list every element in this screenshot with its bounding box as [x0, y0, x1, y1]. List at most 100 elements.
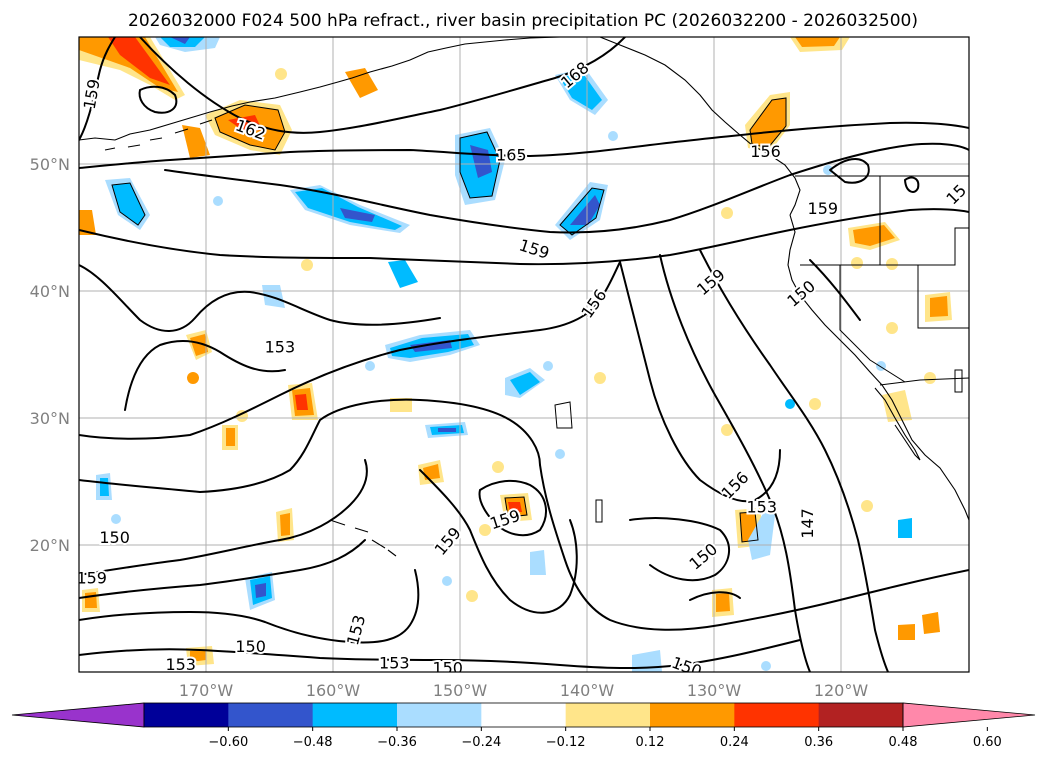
- aleutian-islands: [104, 119, 213, 151]
- figure-title: 2026032000 F024 500 hPa refract., river …: [128, 11, 918, 31]
- gridlines: [79, 37, 969, 672]
- contour-label-group: 159: [806, 197, 841, 220]
- negative-patch: [340, 208, 375, 222]
- lat-tick-label: 20°N: [30, 536, 70, 555]
- lat-tick-label: 50°N: [30, 155, 70, 174]
- contour-label: 150: [235, 637, 266, 656]
- lon-tick-label: 150°W: [433, 681, 488, 700]
- negative-patch: [543, 361, 553, 371]
- colorbar-swatch: [228, 703, 314, 727]
- colorbar-swatch: [565, 703, 651, 727]
- contour-line: [904, 176, 920, 193]
- contour-label: 159: [76, 569, 107, 588]
- colorbar-tick-label: −0.60: [208, 735, 248, 750]
- contour-line: [79, 208, 969, 266]
- positive-patch: [930, 296, 948, 317]
- negative-patch: [560, 72, 602, 110]
- negative-patch: [112, 183, 145, 225]
- patch-outlines: [111, 97, 963, 543]
- negative-patch: [255, 583, 266, 598]
- contour-label: 159: [80, 77, 104, 110]
- contour-line: [79, 459, 368, 576]
- contour-label: 147: [798, 508, 817, 539]
- positive-patch: [716, 593, 730, 612]
- colorbar-swatch: [312, 703, 398, 727]
- colorbar-swatch: [144, 703, 229, 727]
- colorbar-swatch: [734, 703, 820, 727]
- negative-patch: [748, 510, 775, 560]
- map-background: [79, 37, 969, 672]
- contour-label-group: 153: [163, 653, 198, 674]
- state-border: [800, 227, 969, 266]
- positive-patch: [886, 322, 898, 334]
- contour-label-group: 147: [796, 506, 819, 541]
- contour-label: 150: [99, 528, 130, 547]
- positive-patch: [898, 624, 915, 640]
- positive-patch: [508, 502, 522, 512]
- contour-label-group: 159: [76, 567, 109, 590]
- positive-patch: [594, 372, 606, 384]
- positive-patch: [886, 258, 898, 270]
- colorbar-swatch: [397, 703, 482, 727]
- positive-patch: [280, 513, 290, 536]
- contour-label-group: 165: [494, 144, 529, 167]
- positive-patch: [466, 590, 478, 602]
- colorbar-tick-label: −0.12: [546, 735, 586, 750]
- contour-label-group: 159: [79, 75, 106, 112]
- positive-patch: [108, 37, 170, 85]
- coastlines: [79, 37, 969, 557]
- lat-axis: 50°N 40°N 30°N 20°N: [30, 155, 70, 555]
- negative-patch: [442, 576, 452, 586]
- contour-line: [79, 37, 116, 141]
- contour-line: [79, 121, 969, 169]
- contour-line: [79, 264, 441, 332]
- colorbar-tick-label: 0.60: [973, 735, 1002, 750]
- positive-patch: [301, 259, 313, 271]
- negative-patch: [100, 478, 109, 496]
- positive-patch: [79, 210, 96, 235]
- negative-patch: [785, 399, 795, 409]
- contour-label-group: 153: [377, 652, 412, 673]
- contour-label: 165: [496, 146, 527, 165]
- negative-patch: [570, 195, 600, 225]
- contour-line: [829, 158, 870, 184]
- contour-line: [699, 249, 889, 672]
- positive-patch: [295, 394, 308, 410]
- baja-coast: [874, 387, 921, 461]
- contour-label: 153: [165, 655, 196, 674]
- contour-line: [138, 85, 178, 114]
- mexico-border: [879, 377, 969, 386]
- positive-patch: [721, 424, 733, 436]
- contour-label-group: 153: [744, 495, 779, 518]
- contour-label: 159: [808, 199, 839, 218]
- positive-patch: [492, 461, 504, 473]
- positive-patch: [861, 500, 873, 512]
- positive-patch: [345, 68, 378, 98]
- positive-patch: [721, 207, 733, 219]
- colorbar-swatch: [481, 703, 567, 727]
- colorbar-tick-label: 0.24: [720, 735, 749, 750]
- negative-patch: [823, 165, 833, 175]
- contour-label: 153: [746, 497, 777, 516]
- shaded-field: [79, 37, 952, 672]
- negative-patch: [530, 550, 546, 575]
- positive-patch: [190, 650, 206, 662]
- contour-label-group: 156: [748, 140, 783, 163]
- contour-label: 153: [379, 654, 410, 673]
- colorbar-tick-label: 0.36: [804, 735, 833, 750]
- alaska-coast: [79, 37, 561, 141]
- colorbar: −0.60 −0.48 −0.36 −0.24 −0.12 0.12 0.24 0.36 0.4…: [11, 702, 1036, 750]
- contour-line: [539, 464, 969, 631]
- state-border: [839, 265, 906, 383]
- contour-line: [79, 261, 621, 440]
- lon-tick-label: 160°W: [306, 681, 361, 700]
- contour-label-group: 153: [263, 335, 298, 358]
- contour-line: [139, 37, 626, 134]
- contour-label-group: 150: [233, 635, 268, 658]
- positive-patch: [851, 257, 863, 269]
- contour-line: [619, 261, 781, 503]
- colorbar-tick-label: 0.12: [636, 735, 665, 750]
- contour-label-group: 150: [430, 657, 465, 672]
